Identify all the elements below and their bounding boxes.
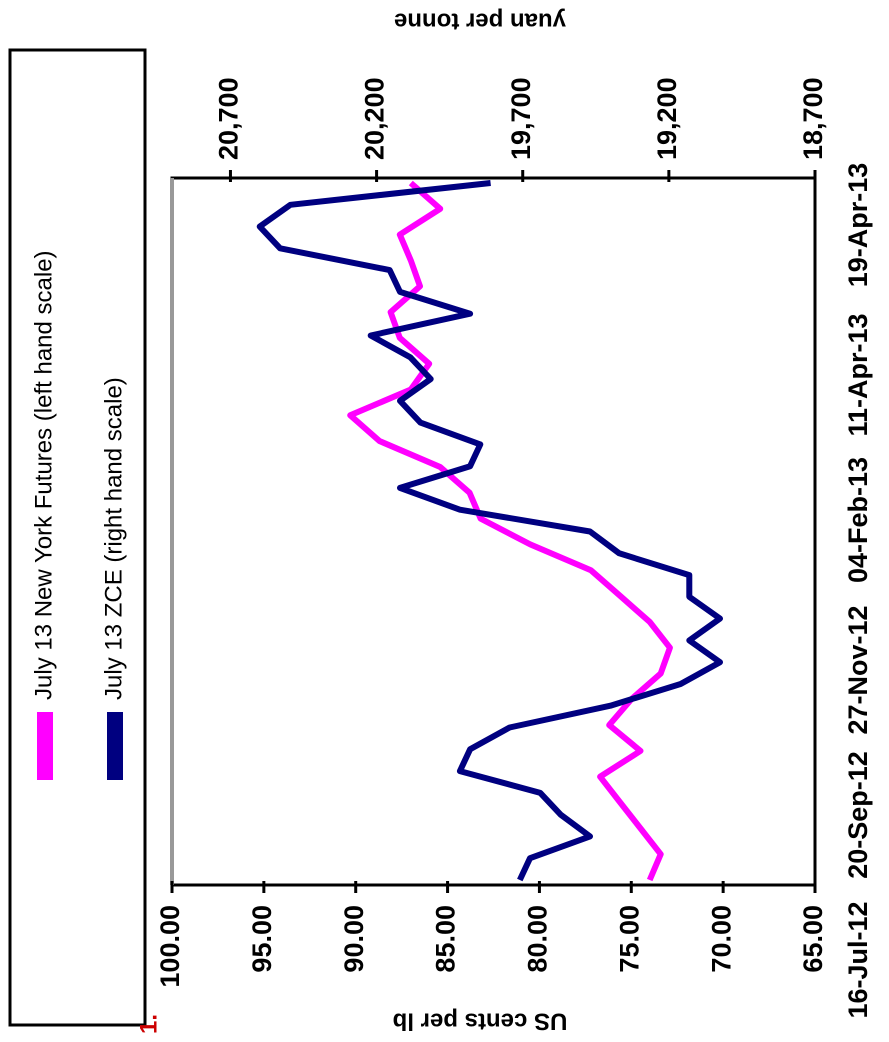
note: 1. bbox=[135, 1014, 162, 1034]
legend-label: July 13 ZCE (right hand scale) bbox=[100, 377, 127, 700]
x-tick-label: 16-Jul-12 bbox=[843, 901, 873, 1018]
x-tick-label: 20-Sep-12 bbox=[843, 751, 873, 879]
y2-axis-title: yuan per tonne bbox=[394, 8, 566, 35]
legend-box bbox=[8, 48, 147, 1027]
y-tick-label: 100.00 bbox=[155, 905, 185, 988]
legend-label: July 13 New York Futures (left hand scal… bbox=[30, 250, 57, 700]
x-tick-label: 19-Apr-13 bbox=[843, 163, 873, 288]
y-axis-title: US cents per lb bbox=[393, 1008, 568, 1035]
y-tick-label: 85.00 bbox=[431, 905, 461, 973]
y2-tick-label: 20,700 bbox=[214, 77, 244, 160]
x-tick-label: 27-Nov-12 bbox=[843, 605, 873, 734]
y2-tick-label: 18,700 bbox=[798, 77, 828, 160]
y-tick-label: 95.00 bbox=[247, 905, 277, 973]
x-tick-label: 04-Feb-13 bbox=[843, 457, 873, 583]
y2-tick-label: 19,700 bbox=[506, 77, 536, 160]
x-tick-label: 11-Apr-13 bbox=[843, 313, 873, 436]
y-tick-label: 70.00 bbox=[706, 905, 736, 973]
y-tick-label: 75.00 bbox=[614, 905, 644, 973]
y-tick-label: 80.00 bbox=[523, 905, 553, 973]
y-tick-label: 90.00 bbox=[339, 905, 369, 973]
series-line bbox=[256, 180, 723, 882]
y2-tick-label: 19,200 bbox=[652, 77, 682, 160]
series-line bbox=[347, 180, 673, 882]
y2-tick-label: 20,200 bbox=[360, 77, 390, 160]
chart-body: 100.00 95.00 90.00 85.00 80.00 75.00 70.00 65.0… bbox=[8, 8, 873, 1035]
y-tick-label: 65.00 bbox=[798, 905, 828, 973]
